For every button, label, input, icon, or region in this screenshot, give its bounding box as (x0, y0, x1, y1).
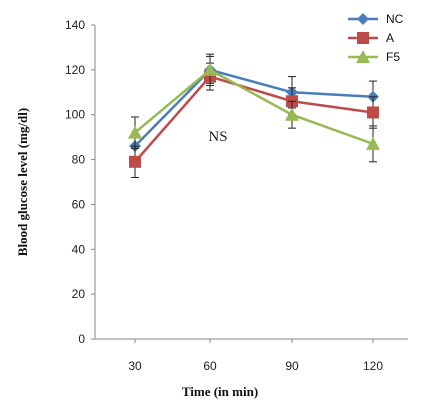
legend-item-nc: NC (348, 12, 404, 26)
x-tick-label: 90 (285, 359, 299, 373)
x-ticks: 30 60 90 120 (128, 339, 383, 373)
series-line-a (134, 75, 374, 163)
x-tick-label: 60 (203, 359, 217, 373)
y-tick-label: 140 (65, 18, 85, 32)
y-tick-label: 120 (65, 63, 85, 77)
y-axis-title: Blood glucose level (mg/dl) (15, 108, 30, 256)
y-tick-label: 100 (65, 108, 85, 122)
series-line-nc (134, 68, 374, 147)
data-point-f5 (366, 136, 380, 150)
ns-annotation: NS (208, 129, 227, 145)
y-tick-label: 60 (72, 197, 86, 211)
series-line-f5 (134, 68, 374, 146)
data-point-a (367, 106, 379, 119)
legend-marker (357, 32, 369, 44)
legend: NC A F5 (348, 12, 404, 64)
x-tick-label: 120 (363, 359, 383, 373)
y-ticks: 0 20 40 60 80 100 120 140 (65, 18, 95, 346)
y-tick-label: 20 (72, 287, 86, 301)
legend-marker (357, 13, 369, 25)
legend-item-f5: F5 (348, 50, 400, 64)
legend-item-a: A (348, 31, 394, 45)
x-axis-title: Time (in min) (182, 384, 258, 399)
legend-label: F5 (386, 50, 400, 64)
y-tick-label: 40 (72, 242, 86, 256)
data-point-a (129, 155, 141, 168)
data-point-f5 (285, 107, 299, 121)
legend-label: A (386, 31, 394, 45)
data-point-f5 (203, 62, 217, 76)
series-f5 (128, 53, 380, 163)
data-point-f5 (128, 125, 142, 139)
series-layer (128, 53, 380, 179)
series-a (129, 62, 379, 179)
y-tick-label: 0 (78, 332, 85, 346)
x-tick-label: 30 (128, 359, 142, 373)
legend-marker (356, 50, 370, 63)
legend-label: NC (386, 12, 404, 26)
y-tick-label: 80 (72, 153, 86, 167)
